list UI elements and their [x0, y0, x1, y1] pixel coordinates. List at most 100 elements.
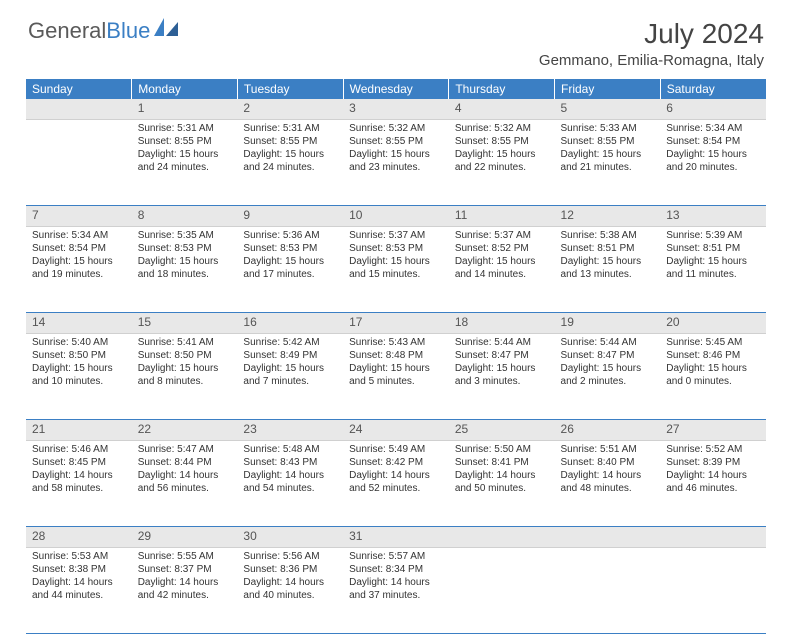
- title-block: July 2024 Gemmano, Emilia-Romagna, Italy: [539, 18, 764, 69]
- day-info-line: Sunrise: 5:57 AM: [349, 550, 443, 563]
- day-info-line: Sunset: 8:54 PM: [666, 135, 760, 148]
- day-info-line: Sunset: 8:44 PM: [138, 456, 232, 469]
- day-info-line: Sunrise: 5:31 AM: [243, 122, 337, 135]
- day-content-row: Sunrise: 5:40 AMSunset: 8:50 PMDaylight:…: [26, 333, 766, 419]
- day-info-line: Daylight: 15 hours and 0 minutes.: [666, 362, 760, 388]
- day-info-line: Sunrise: 5:34 AM: [666, 122, 760, 135]
- day-info-line: Sunset: 8:55 PM: [138, 135, 232, 148]
- day-info-line: Sunset: 8:55 PM: [349, 135, 443, 148]
- day-info-line: Daylight: 14 hours and 54 minutes.: [243, 469, 337, 495]
- day-cell: Sunrise: 5:32 AMSunset: 8:55 PMDaylight:…: [343, 119, 449, 205]
- day-cell: Sunrise: 5:53 AMSunset: 8:38 PMDaylight:…: [26, 547, 132, 633]
- day-info-line: Daylight: 15 hours and 5 minutes.: [349, 362, 443, 388]
- sail-icon: [154, 18, 180, 44]
- weekday-header: Friday: [555, 79, 661, 99]
- day-info-line: Daylight: 15 hours and 13 minutes.: [561, 255, 655, 281]
- weekday-header: Monday: [132, 79, 238, 99]
- day-info-line: Sunrise: 5:44 AM: [561, 336, 655, 349]
- day-number: 9: [237, 206, 343, 227]
- day-info-line: Sunrise: 5:32 AM: [349, 122, 443, 135]
- day-number-row: 28293031: [26, 527, 766, 548]
- day-number: 3: [343, 99, 449, 119]
- day-cell: Sunrise: 5:50 AMSunset: 8:41 PMDaylight:…: [449, 440, 555, 526]
- day-cell: Sunrise: 5:36 AMSunset: 8:53 PMDaylight:…: [237, 226, 343, 312]
- day-cell: Sunrise: 5:34 AMSunset: 8:54 PMDaylight:…: [26, 226, 132, 312]
- day-number-row: 21222324252627: [26, 420, 766, 441]
- day-cell: Sunrise: 5:43 AMSunset: 8:48 PMDaylight:…: [343, 333, 449, 419]
- day-info-line: Sunrise: 5:46 AM: [32, 443, 126, 456]
- day-cell: Sunrise: 5:40 AMSunset: 8:50 PMDaylight:…: [26, 333, 132, 419]
- header: GeneralBlue July 2024 Gemmano, Emilia-Ro…: [0, 0, 792, 73]
- day-info-line: Sunset: 8:51 PM: [666, 242, 760, 255]
- day-content-row: Sunrise: 5:31 AMSunset: 8:55 PMDaylight:…: [26, 119, 766, 205]
- day-cell: Sunrise: 5:38 AMSunset: 8:51 PMDaylight:…: [555, 226, 661, 312]
- day-info-line: Daylight: 14 hours and 40 minutes.: [243, 576, 337, 602]
- day-info-line: Sunrise: 5:55 AM: [138, 550, 232, 563]
- day-info-line: Sunset: 8:46 PM: [666, 349, 760, 362]
- day-number: 16: [237, 313, 343, 334]
- day-number: 11: [449, 206, 555, 227]
- day-info-line: Sunrise: 5:47 AM: [138, 443, 232, 456]
- day-info-line: Sunrise: 5:48 AM: [243, 443, 337, 456]
- day-info-line: Daylight: 15 hours and 14 minutes.: [455, 255, 549, 281]
- day-info-line: Daylight: 15 hours and 21 minutes.: [561, 148, 655, 174]
- day-number: 25: [449, 420, 555, 441]
- day-info-line: Sunrise: 5:51 AM: [561, 443, 655, 456]
- day-info-line: Sunrise: 5:56 AM: [243, 550, 337, 563]
- day-info-line: Sunrise: 5:32 AM: [455, 122, 549, 135]
- day-info-line: Sunset: 8:48 PM: [349, 349, 443, 362]
- day-info-line: Sunrise: 5:31 AM: [138, 122, 232, 135]
- day-info-line: Daylight: 15 hours and 20 minutes.: [666, 148, 760, 174]
- day-cell: [555, 547, 661, 633]
- logo-text-1: General: [28, 18, 106, 44]
- day-cell: Sunrise: 5:32 AMSunset: 8:55 PMDaylight:…: [449, 119, 555, 205]
- day-number: 23: [237, 420, 343, 441]
- day-info-line: Sunrise: 5:44 AM: [455, 336, 549, 349]
- day-info-line: Sunset: 8:53 PM: [349, 242, 443, 255]
- day-number: 20: [660, 313, 766, 334]
- logo-text-2: Blue: [106, 18, 150, 44]
- weekday-header: Sunday: [26, 79, 132, 99]
- day-number: [555, 527, 661, 548]
- day-number: 4: [449, 99, 555, 119]
- day-number: [660, 527, 766, 548]
- weekday-header: Saturday: [660, 79, 766, 99]
- day-number-row: 123456: [26, 99, 766, 119]
- day-info-line: Daylight: 15 hours and 19 minutes.: [32, 255, 126, 281]
- day-info-line: Daylight: 14 hours and 56 minutes.: [138, 469, 232, 495]
- day-info-line: Sunset: 8:42 PM: [349, 456, 443, 469]
- day-info-line: Daylight: 15 hours and 18 minutes.: [138, 255, 232, 281]
- day-number: 28: [26, 527, 132, 548]
- day-info-line: Sunset: 8:53 PM: [243, 242, 337, 255]
- day-cell: Sunrise: 5:46 AMSunset: 8:45 PMDaylight:…: [26, 440, 132, 526]
- day-info-line: Sunrise: 5:52 AM: [666, 443, 760, 456]
- weekday-header: Tuesday: [237, 79, 343, 99]
- day-info-line: Daylight: 14 hours and 44 minutes.: [32, 576, 126, 602]
- day-info-line: Sunrise: 5:33 AM: [561, 122, 655, 135]
- day-info-line: Sunrise: 5:45 AM: [666, 336, 760, 349]
- day-number: 30: [237, 527, 343, 548]
- day-cell: Sunrise: 5:48 AMSunset: 8:43 PMDaylight:…: [237, 440, 343, 526]
- day-info-line: Sunset: 8:52 PM: [455, 242, 549, 255]
- day-number: 31: [343, 527, 449, 548]
- day-info-line: Sunrise: 5:35 AM: [138, 229, 232, 242]
- day-info-line: Sunset: 8:37 PM: [138, 563, 232, 576]
- day-cell: Sunrise: 5:47 AMSunset: 8:44 PMDaylight:…: [132, 440, 238, 526]
- day-cell: Sunrise: 5:44 AMSunset: 8:47 PMDaylight:…: [555, 333, 661, 419]
- day-number: 13: [660, 206, 766, 227]
- day-number: 29: [132, 527, 238, 548]
- day-info-line: Sunset: 8:55 PM: [243, 135, 337, 148]
- day-cell: Sunrise: 5:49 AMSunset: 8:42 PMDaylight:…: [343, 440, 449, 526]
- day-number: [449, 527, 555, 548]
- day-info-line: Sunset: 8:47 PM: [455, 349, 549, 362]
- day-info-line: Daylight: 14 hours and 37 minutes.: [349, 576, 443, 602]
- day-number: 7: [26, 206, 132, 227]
- day-number: 26: [555, 420, 661, 441]
- day-info-line: Daylight: 14 hours and 48 minutes.: [561, 469, 655, 495]
- day-number: 27: [660, 420, 766, 441]
- day-info-line: Sunrise: 5:50 AM: [455, 443, 549, 456]
- month-title: July 2024: [539, 18, 764, 50]
- day-info-line: Sunrise: 5:49 AM: [349, 443, 443, 456]
- day-info-line: Sunset: 8:50 PM: [138, 349, 232, 362]
- day-number: 8: [132, 206, 238, 227]
